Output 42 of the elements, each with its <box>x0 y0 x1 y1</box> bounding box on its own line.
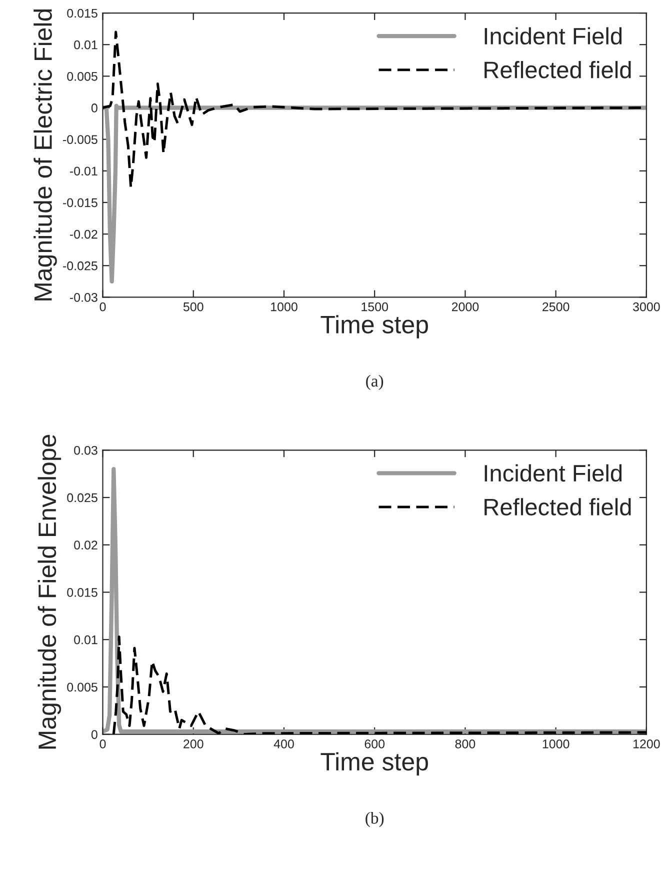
x-tick-label: 1500 <box>362 302 388 312</box>
x-tick-label: 1000 <box>542 739 570 748</box>
x-tick-label: 200 <box>184 739 204 748</box>
x-axis-title: Time step <box>320 752 428 776</box>
y-tick-label: 0.01 <box>74 40 98 50</box>
line-series <box>112 635 646 734</box>
y-tick-label: 0.005 <box>67 72 98 81</box>
y-tick-label: 0 <box>91 104 98 112</box>
y-tick-label: -0.015 <box>63 198 98 208</box>
y-tick-label: 0.015 <box>67 8 98 18</box>
x-axis-title: Time step <box>320 315 428 338</box>
legend-label: Reflected field <box>484 61 631 78</box>
x-tick-label: 1000 <box>271 302 298 312</box>
legend-label: Reflected field <box>484 498 631 516</box>
x-tick-label: 600 <box>364 739 385 748</box>
x-tick-label: 500 <box>183 302 204 312</box>
text: (a) <box>366 374 384 390</box>
y-tick-label: -0.005 <box>63 135 98 144</box>
x-tick-label: 1200 <box>633 739 660 748</box>
x-tick-label: 3000 <box>633 302 660 312</box>
x-tick-label: 0 <box>100 739 106 748</box>
x-tick-label: 2500 <box>542 302 570 312</box>
y-tick-label: 0.01 <box>74 635 98 644</box>
y-tick-label: 0 <box>91 730 98 739</box>
legend-label: Incident Field <box>484 27 622 45</box>
legend-label: Incident Field <box>484 464 622 482</box>
x-tick-label: 0 <box>100 302 106 312</box>
y-tick-label: 0.03 <box>74 446 98 455</box>
y-axis-title: Magnitude of Electric Field <box>34 9 57 300</box>
text: (b) <box>366 812 384 828</box>
y-tick-label: -0.01 <box>70 166 98 176</box>
x-tick-label: 400 <box>274 739 294 748</box>
y-tick-label: 0.025 <box>67 493 98 502</box>
y-tick-label: -0.03 <box>70 293 98 302</box>
x-tick-label: 2000 <box>452 302 479 312</box>
x-tick-label: 800 <box>455 739 476 748</box>
y-tick-label: -0.02 <box>70 230 98 239</box>
y-tick-label: 0.015 <box>67 588 98 597</box>
y-axis-title: Magnitude of Field Envelope <box>38 434 62 749</box>
y-tick-label: 0.005 <box>67 682 98 692</box>
y-tick-label: -0.025 <box>63 261 98 270</box>
y-tick-label: 0.02 <box>74 540 98 550</box>
